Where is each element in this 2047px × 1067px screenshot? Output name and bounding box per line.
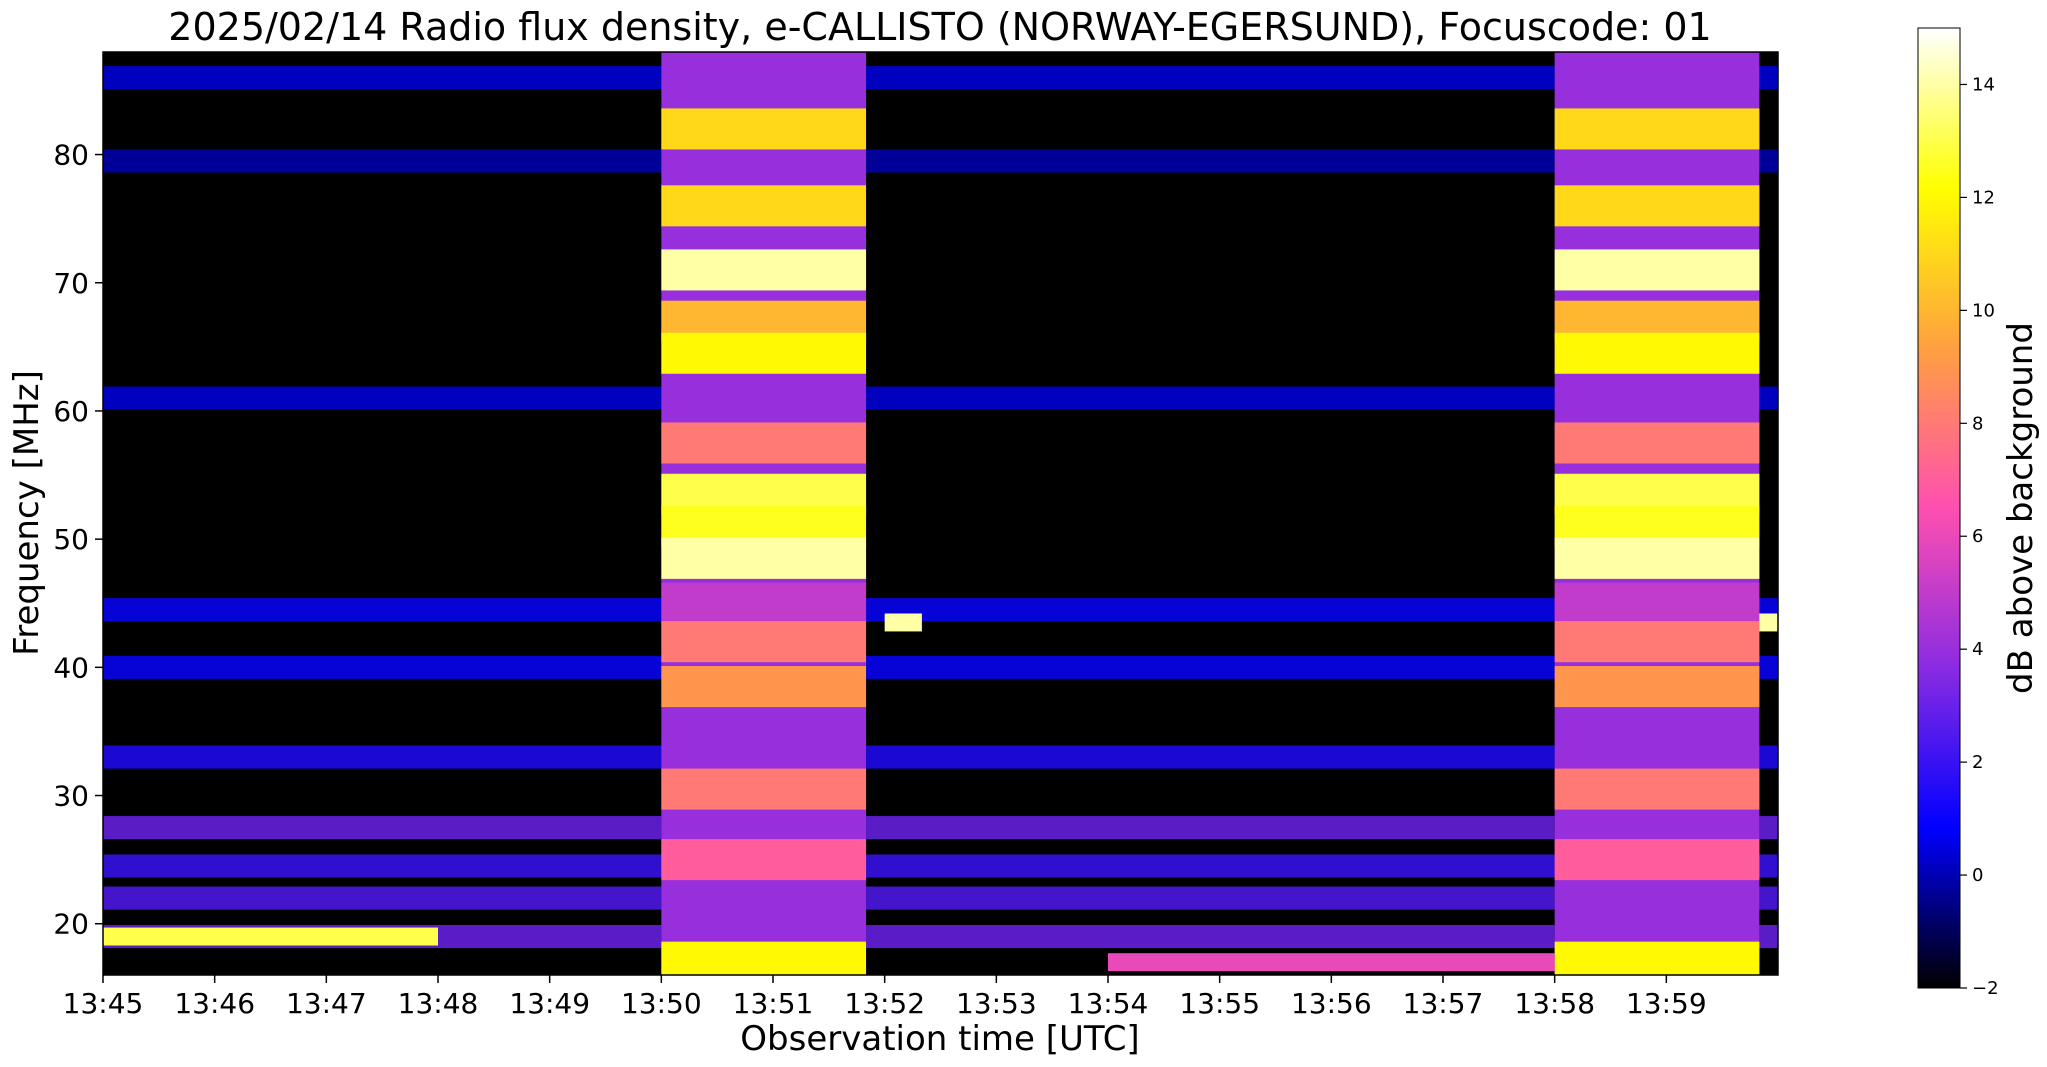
colorbar-label: dB above background	[2001, 322, 2041, 694]
colorbar-tick-label: 8	[1972, 413, 1983, 434]
feature-mark	[103, 927, 438, 946]
burst-band	[661, 582, 867, 624]
background-band	[103, 149, 662, 173]
background-band	[866, 854, 1555, 878]
background-band	[103, 66, 662, 90]
background-band	[103, 598, 662, 622]
background-band	[866, 655, 1555, 679]
burst-band	[1554, 185, 1760, 227]
feature-mark	[1759, 613, 1778, 632]
x-tick-label: 13:57	[1403, 987, 1484, 1020]
background-band	[103, 854, 662, 878]
background-band	[1759, 925, 1778, 949]
burst-band	[661, 332, 867, 374]
feature-mark	[1108, 953, 1555, 972]
y-tick-label: 80	[53, 139, 89, 172]
background-band	[1759, 149, 1778, 173]
x-axis-ticks: 13:45 13:46 13:47 13:48 13:49 13:50 13:51 13:52…	[63, 975, 1707, 1020]
x-tick-label: 13:53	[956, 987, 1037, 1020]
y-tick-label: 20	[53, 908, 89, 941]
burst-band	[1554, 941, 1760, 975]
x-tick-label: 13:55	[1179, 987, 1260, 1020]
x-tick-label: 13:50	[621, 987, 702, 1020]
burst-band	[661, 768, 867, 810]
x-tick-label: 13:51	[733, 987, 814, 1020]
x-tick-label: 13:45	[63, 987, 144, 1020]
burst-band	[661, 839, 867, 881]
burst-band	[661, 185, 867, 227]
colorbar-tick-label: 6	[1972, 526, 1983, 547]
burst-band	[661, 108, 867, 150]
y-tick-label: 40	[53, 651, 89, 684]
background-band	[866, 886, 1555, 910]
plot-frame	[102, 51, 1779, 976]
background-band	[103, 886, 662, 910]
background-band	[866, 745, 1555, 769]
feature-mark	[884, 613, 922, 632]
x-tick-label: 13:54	[1068, 987, 1149, 1020]
burst-band	[661, 537, 867, 579]
background-band	[1759, 655, 1778, 679]
colorbar	[1917, 27, 1961, 989]
background-band	[866, 598, 1555, 622]
burst-band	[1554, 582, 1760, 624]
x-tick-label: 13:59	[1626, 987, 1707, 1020]
y-tick-label: 50	[53, 523, 89, 556]
burst-band	[661, 621, 867, 663]
heatmap-cells	[103, 52, 1778, 975]
colorbar-tick-label: 2	[1972, 752, 1983, 773]
burst-band	[661, 422, 867, 464]
background-band	[866, 66, 1555, 90]
background-band	[866, 386, 1555, 410]
burst-band	[1554, 422, 1760, 464]
background-band	[1759, 386, 1778, 410]
background-band	[103, 386, 662, 410]
x-tick-label: 13:47	[286, 987, 367, 1020]
burst-band	[1554, 332, 1760, 374]
y-axis-label: Frequency [MHz]	[7, 370, 47, 656]
burst-band	[1554, 666, 1760, 708]
colorbar-tick-label: 10	[1972, 300, 1995, 321]
background-band	[866, 149, 1555, 173]
x-tick-label: 13:52	[844, 987, 925, 1020]
burst-band	[1554, 768, 1760, 810]
x-axis-label: Observation time [UTC]	[740, 1019, 1139, 1059]
x-tick-label: 13:56	[1291, 987, 1372, 1020]
background-band	[866, 816, 1555, 840]
burst-band	[661, 666, 867, 708]
background-band	[103, 745, 662, 769]
background-band	[1759, 745, 1778, 769]
y-axis-ticks: 20 30 40 50 60 70 80	[53, 139, 103, 941]
colorbar-tick-label: 12	[1972, 187, 1995, 208]
y-tick-label: 30	[53, 780, 89, 813]
colorbar-tick-label: −2	[1972, 978, 1999, 999]
background-band	[866, 925, 1555, 949]
burst-band	[1554, 839, 1760, 881]
x-tick-label: 13:48	[398, 987, 479, 1020]
burst-band	[1554, 621, 1760, 663]
burst-band	[1554, 249, 1760, 291]
background-band	[1759, 816, 1778, 840]
y-tick-label: 70	[53, 267, 89, 300]
background-band	[1759, 66, 1778, 90]
chart-title: 2025/02/14 Radio flux density, e-CALLIST…	[168, 5, 1711, 49]
background-band	[1759, 886, 1778, 910]
colorbar-tick-label: 0	[1972, 865, 1983, 886]
y-tick-label: 60	[53, 395, 89, 428]
colorbar-tick-label: 14	[1972, 74, 1995, 95]
x-tick-label: 13:46	[174, 987, 255, 1020]
colorbar-ticks: −2 0 2 4 6 8 10 12 14	[1960, 74, 1999, 999]
x-tick-label: 13:58	[1514, 987, 1595, 1020]
x-tick-label: 13:49	[509, 987, 590, 1020]
background-band	[103, 655, 662, 679]
background-band	[1759, 854, 1778, 878]
burst-band	[1554, 537, 1760, 579]
burst-band	[661, 941, 867, 975]
burst-band	[661, 249, 867, 291]
background-band	[103, 816, 662, 840]
colorbar-tick-label: 4	[1972, 639, 1983, 660]
burst-band	[1554, 108, 1760, 150]
